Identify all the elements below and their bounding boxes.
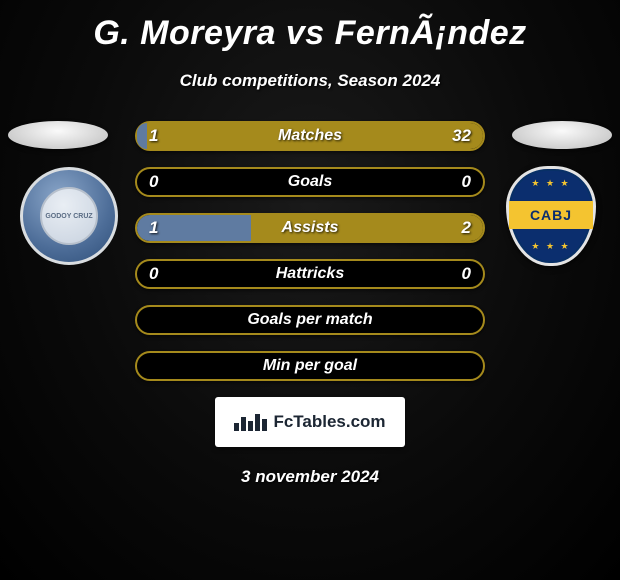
- godoy-cruz-badge-icon: GODOY CRUZ: [20, 167, 118, 265]
- crest-right: ★ ★ ★ CABJ ★ ★ ★: [502, 167, 600, 265]
- brand-badge[interactable]: FcTables.com: [215, 397, 405, 447]
- stat-bar: 0 0 Hattricks: [135, 259, 485, 289]
- brand-text: FcTables.com: [273, 412, 385, 432]
- stat-value-left: 1: [149, 126, 158, 146]
- stat-label: Assists: [282, 219, 339, 237]
- footer-date: 3 november 2024: [0, 467, 620, 487]
- stat-bars: 1 32 Matches 0 0 Goals 1 2 Assists 0 0 Hattricks Goa…: [135, 121, 485, 381]
- stat-value-right: 0: [462, 172, 471, 192]
- pedestal-left: [8, 121, 108, 149]
- stat-bar: 0 0 Goals: [135, 167, 485, 197]
- page-subtitle: Club competitions, Season 2024: [0, 71, 620, 91]
- stat-bar: 1 2 Assists: [135, 213, 485, 243]
- stat-bar-left-segment: [137, 123, 147, 149]
- stat-bar: Min per goal: [135, 351, 485, 381]
- stat-value-right: 32: [452, 126, 471, 146]
- stat-bar: 1 32 Matches: [135, 121, 485, 151]
- page-title: G. Moreyra vs FernÃ¡ndez: [0, 0, 620, 53]
- stat-value-left: 1: [149, 218, 158, 238]
- stat-label: Goals per match: [247, 311, 372, 329]
- pedestal-right: [512, 121, 612, 149]
- crest-left: GODOY CRUZ: [20, 167, 118, 265]
- stat-label: Min per goal: [263, 357, 357, 375]
- stat-label: Hattricks: [276, 265, 344, 283]
- stat-label: Matches: [278, 127, 342, 145]
- boca-juniors-badge-icon: ★ ★ ★ CABJ ★ ★ ★: [506, 166, 596, 266]
- stat-value-right: 2: [462, 218, 471, 238]
- stat-value-right: 0: [462, 264, 471, 284]
- boca-stars-top-icon: ★ ★ ★: [509, 178, 593, 189]
- stat-bar: Goals per match: [135, 305, 485, 335]
- stat-value-left: 0: [149, 264, 158, 284]
- comparison-stage: GODOY CRUZ ★ ★ ★ CABJ ★ ★ ★ 132Matches00…: [0, 121, 620, 381]
- crest-left-label: GODOY CRUZ: [40, 187, 98, 245]
- stat-value-left: 0: [149, 172, 158, 192]
- stat-label: Goals: [288, 173, 332, 191]
- fctables-logo-icon: [234, 414, 267, 431]
- crest-right-label: CABJ: [509, 201, 593, 229]
- boca-stars-bottom-icon: ★ ★ ★: [509, 241, 593, 252]
